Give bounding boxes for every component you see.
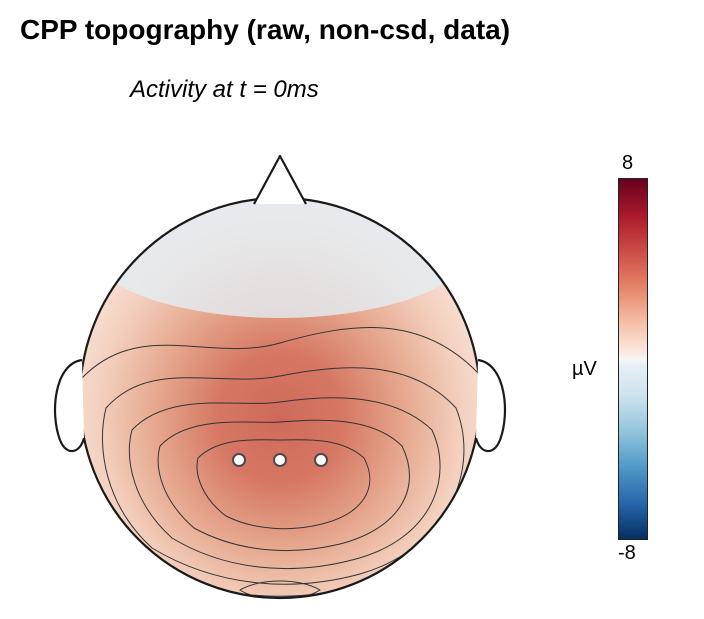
colorbar-tick-top: 8: [622, 152, 633, 175]
colorbar-tick-bottom: -8: [618, 542, 636, 565]
left-ear-outline: [55, 360, 84, 451]
colorbar: 8 -8 µV: [592, 158, 692, 578]
topomap-svg: [40, 108, 520, 608]
right-ear-outline: [476, 360, 505, 451]
colorbar-unit: µV: [572, 358, 597, 381]
sensor-cp1: [233, 454, 245, 466]
colorbar-gradient: [618, 178, 648, 540]
topomap: [40, 108, 520, 608]
page-title: CPP topography (raw, non-csd, data): [20, 14, 510, 46]
nose-outline: [254, 156, 306, 204]
sensor-cp2: [315, 454, 327, 466]
sensor-cpz: [274, 454, 286, 466]
page-subtitle: Activity at t = 0ms: [130, 76, 319, 104]
